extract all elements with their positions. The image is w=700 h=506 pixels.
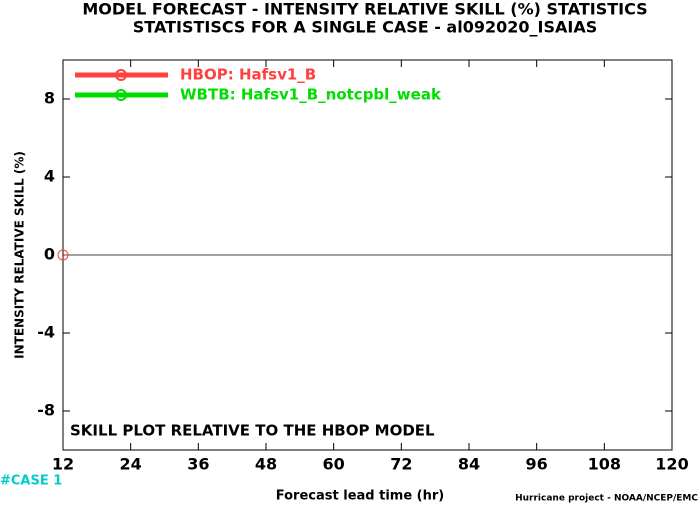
y-tick-label: 8 bbox=[44, 89, 55, 108]
x-tick-label: 24 bbox=[120, 455, 142, 474]
chart-subtitle: STATISTISCS FOR A SINGLE CASE - al092020… bbox=[133, 18, 597, 37]
y-tick-label: 4 bbox=[44, 167, 55, 186]
legend-label: HBOP: Hafsv1_B bbox=[180, 66, 316, 84]
x-tick-label: 60 bbox=[323, 455, 345, 474]
x-tick-label: 36 bbox=[187, 455, 209, 474]
x-tick-label: 48 bbox=[255, 455, 277, 474]
x-tick-label: 96 bbox=[526, 455, 548, 474]
chart-title: MODEL FORECAST - INTENSITY RELATIVE SKIL… bbox=[82, 0, 647, 19]
case-label: #CASE 1 bbox=[0, 474, 62, 489]
y-tick-label: 0 bbox=[44, 245, 55, 264]
credit: Hurricane project - NOAA/NCEP/EMC bbox=[515, 494, 698, 504]
legend-marker bbox=[115, 69, 127, 81]
y-tick-label: -4 bbox=[37, 323, 55, 342]
y-tick-label: -8 bbox=[37, 401, 55, 420]
x-tick-label: 108 bbox=[588, 455, 621, 474]
x-tick-label: 120 bbox=[655, 455, 688, 474]
legend-marker bbox=[115, 89, 127, 101]
legend-label: WBTB: Hafsv1_B_notcpbl_weak bbox=[180, 86, 442, 104]
data-point bbox=[57, 249, 69, 261]
y-axis-label: INTENSITY RELATIVE SKILL (%) bbox=[13, 151, 27, 359]
annotation: SKILL PLOT RELATIVE TO THE HBOP MODEL bbox=[70, 422, 435, 440]
x-tick-label: 12 bbox=[52, 455, 74, 474]
x-tick-label: 72 bbox=[390, 455, 412, 474]
x-axis-label: Forecast lead time (hr) bbox=[276, 489, 444, 504]
x-tick-label: 84 bbox=[458, 455, 480, 474]
